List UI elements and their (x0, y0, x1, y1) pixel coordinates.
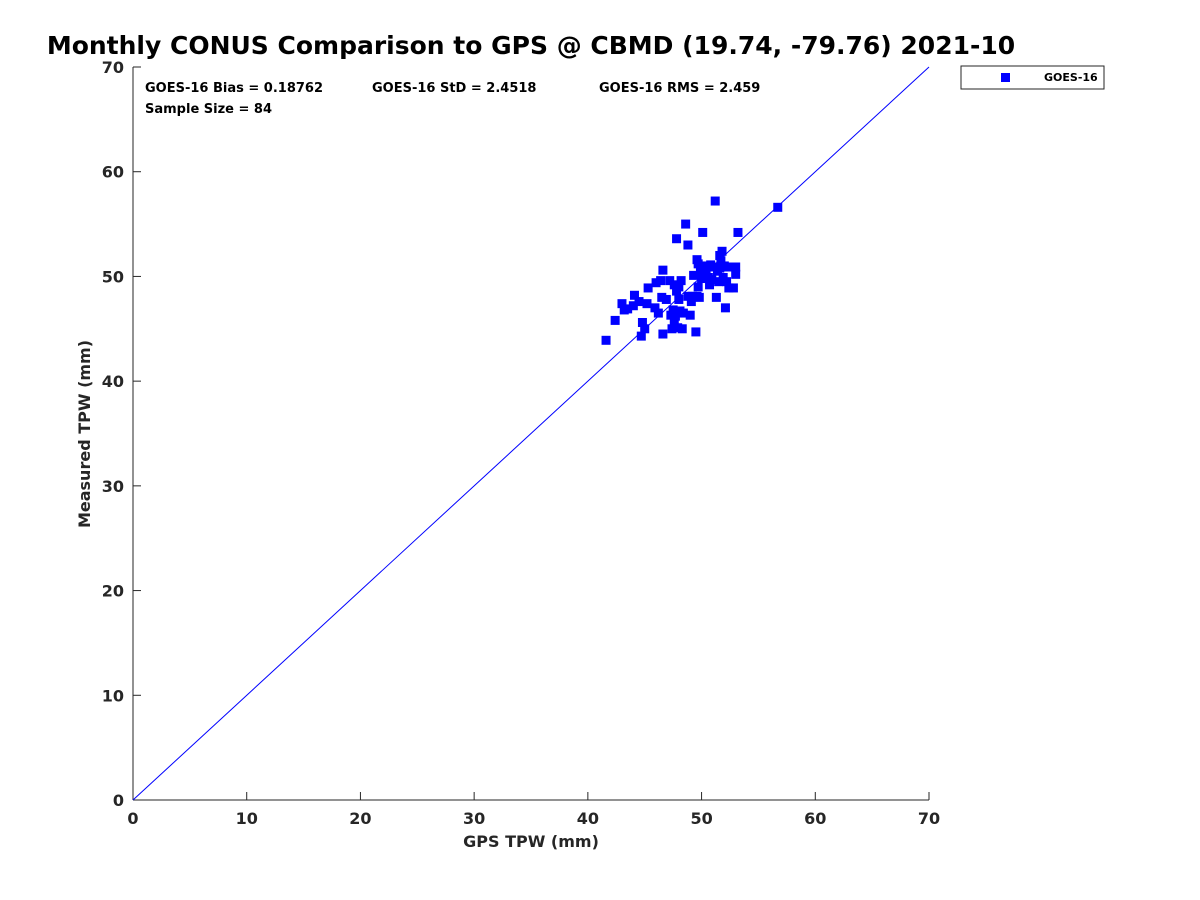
data-point (669, 280, 679, 290)
data-point (634, 297, 644, 307)
data-point (693, 259, 703, 269)
y-axis-label: Measured TPW (mm) (75, 340, 94, 528)
data-point (642, 299, 652, 309)
reference-line-group (132, 66, 930, 801)
data-point (665, 276, 675, 286)
one-to-one-line (132, 66, 930, 801)
y-tick-label: 0 (113, 791, 124, 810)
data-points (601, 196, 783, 345)
data-point (691, 327, 701, 337)
data-point (686, 297, 696, 307)
data-point (687, 291, 697, 301)
data-point (720, 303, 730, 313)
x-tick-label: 30 (463, 809, 485, 828)
data-point (710, 196, 720, 206)
legend-entry-goes16: GOES-16 (1044, 71, 1098, 84)
data-point (731, 269, 741, 279)
data-point (617, 299, 627, 309)
legend: GOES-16 (960, 65, 1105, 90)
data-point (678, 308, 688, 318)
data-point (733, 227, 743, 237)
data-point (676, 276, 686, 286)
data-point (668, 305, 678, 315)
data-point (694, 292, 704, 302)
data-point (653, 308, 663, 318)
data-point (726, 262, 736, 272)
stat-std: GOES-16 StD = 2.4518 (372, 81, 536, 96)
data-point (658, 265, 668, 275)
data-point (672, 234, 682, 244)
data-point (716, 256, 726, 266)
data-point (693, 282, 703, 292)
data-point (773, 202, 783, 212)
data-point (695, 266, 705, 276)
x-tick-label: 50 (690, 809, 712, 828)
data-point (700, 261, 710, 271)
x-tick-label: 20 (349, 809, 371, 828)
y-tick-label: 50 (102, 267, 124, 286)
data-point (681, 219, 691, 229)
data-point (636, 331, 646, 341)
data-point (724, 283, 734, 293)
data-point (714, 277, 724, 287)
data-point (651, 278, 661, 288)
x-tick-label: 70 (918, 809, 940, 828)
y-tick-label: 70 (102, 58, 124, 77)
data-point (728, 283, 738, 293)
data-point (601, 335, 611, 345)
data-point (683, 291, 693, 301)
axes: 0 10 20 30 40 50 60 70 0 10 20 30 40 50 60 70 (102, 58, 940, 828)
data-point (666, 310, 676, 320)
x-tick-label: 60 (804, 809, 826, 828)
data-point (610, 315, 620, 325)
x-axis-label: GPS TPW (mm) (463, 832, 599, 851)
data-point (674, 282, 684, 292)
y-tick-label: 10 (102, 686, 124, 705)
legend-marker (1001, 73, 1010, 82)
y-tick-label: 30 (102, 477, 124, 496)
data-point (689, 270, 699, 280)
chart-title: Monthly CONUS Comparison to GPS @ CBMD (… (47, 31, 1015, 60)
data-point (717, 246, 727, 256)
data-point (731, 262, 741, 272)
data-point (697, 274, 707, 284)
data-point (640, 324, 650, 334)
x-tick-label: 10 (236, 809, 258, 828)
stat-sample-size: Sample Size = 84 (145, 102, 272, 117)
data-point (683, 240, 693, 250)
data-point (667, 324, 677, 334)
data-point (657, 292, 667, 302)
data-point (673, 323, 683, 333)
data-point (623, 304, 633, 314)
data-point (722, 277, 732, 287)
data-point (715, 263, 725, 273)
data-point (685, 310, 695, 320)
data-point (637, 318, 647, 328)
data-point (705, 280, 715, 290)
y-tick-label: 40 (102, 372, 124, 391)
y-tick-label: 60 (102, 163, 124, 182)
x-tick-label: 40 (577, 809, 599, 828)
x-tick-label: 0 (127, 809, 138, 828)
data-point (711, 292, 721, 302)
y-tick-label: 20 (102, 582, 124, 601)
data-point (658, 329, 668, 339)
legend-box (960, 65, 1105, 90)
data-point (674, 294, 684, 304)
data-point (707, 275, 717, 285)
data-point (629, 290, 639, 300)
data-point (643, 283, 653, 293)
stat-rms: GOES-16 RMS = 2.459 (599, 81, 760, 96)
data-point (670, 311, 680, 321)
data-point (656, 276, 666, 286)
data-point (698, 227, 708, 237)
data-point (677, 324, 687, 334)
data-point (628, 301, 638, 311)
stat-bias: GOES-16 Bias = 0.18762 (145, 81, 323, 96)
data-point (661, 294, 671, 304)
data-point (650, 303, 660, 313)
